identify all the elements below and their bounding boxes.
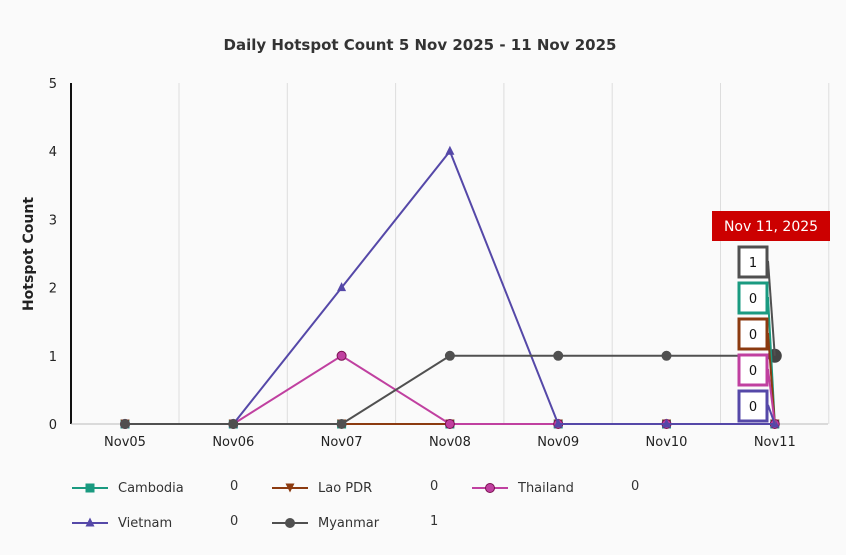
legend-marker-icon: [272, 518, 308, 528]
legend-item-cambodia[interactable]: Cambodia: [72, 478, 184, 498]
tooltip-value: 0: [749, 292, 757, 307]
series-line-myanmar: [125, 354, 775, 425]
tooltip-box: [737, 317, 769, 351]
data-point: [285, 518, 295, 528]
y-tick-label: 3: [49, 213, 57, 228]
legend-marker-icon: [72, 517, 108, 527]
x-tick-label: Nov06: [212, 435, 254, 450]
legend-value: 0: [430, 479, 439, 494]
data-point: [85, 483, 95, 493]
tooltip-box: [737, 353, 769, 387]
tooltip-value: 0: [749, 400, 757, 415]
data-point: [444, 419, 455, 429]
tooltip-value: 0: [749, 328, 757, 343]
legend-value: 0: [230, 479, 239, 494]
data-point: [485, 483, 495, 493]
tooltip-connector: [767, 368, 776, 425]
legend-value: 1: [430, 514, 439, 529]
data-point: [661, 350, 672, 361]
y-tick-label: 0: [49, 418, 57, 433]
x-tick-label: Nov09: [537, 435, 579, 450]
data-point: [120, 419, 130, 429]
legend-label: Myanmar: [318, 515, 380, 531]
legend-marker-icon: [472, 483, 508, 493]
legend-label: Cambodia: [118, 480, 184, 496]
tooltip-box: [737, 245, 769, 279]
legend-item-myanmar[interactable]: Myanmar: [272, 513, 379, 533]
legend-marker-icon: [72, 483, 108, 493]
legend-label: Vietnam: [118, 515, 173, 531]
data-point: [662, 418, 671, 428]
x-tick-label: Nov05: [104, 435, 146, 450]
tooltip-header: [712, 211, 830, 241]
tooltip-box: [737, 389, 769, 423]
legend-label: Thailand: [518, 480, 574, 496]
legend-value: 0: [631, 479, 640, 494]
data-point: [336, 419, 347, 429]
legend-value: 0: [230, 514, 239, 529]
y-tick-label: 5: [49, 77, 57, 92]
data-point: [336, 350, 347, 361]
tooltip-box: [737, 281, 769, 315]
x-tick-label: Nov08: [429, 435, 471, 450]
y-tick-label: 4: [49, 145, 57, 160]
series-line-vietnam: [125, 149, 775, 425]
data-point: [445, 145, 455, 155]
y-tick-label: 1: [49, 350, 57, 365]
tooltip-value: 1: [749, 256, 757, 271]
legend-marker-icon: [272, 483, 308, 493]
data-point: [285, 483, 295, 493]
x-tick-label: Nov11: [754, 435, 796, 450]
data-point: [444, 350, 455, 361]
tooltip-connector: [767, 260, 776, 356]
tooltip-connector: [767, 404, 776, 425]
data-point: [85, 517, 95, 527]
y-axis-label: Hotspot Count: [21, 197, 37, 311]
data-point: [337, 282, 347, 292]
legend-item-lao-pdr[interactable]: Lao PDR: [272, 478, 372, 498]
legend-item-vietnam[interactable]: Vietnam: [72, 513, 172, 533]
x-tick-label: Nov07: [321, 435, 363, 450]
x-tick-label: Nov10: [646, 435, 688, 450]
data-point: [553, 418, 563, 428]
data-point: [228, 419, 239, 429]
legend-label: Lao PDR: [318, 480, 373, 496]
legend-item-thailand[interactable]: Thailand: [472, 478, 574, 498]
tooltip-date: Nov 11, 2025: [724, 219, 818, 235]
tooltip-value: 0: [749, 364, 757, 379]
y-tick-label: 2: [49, 282, 57, 297]
chart-title: Daily Hotspot Count 5 Nov 2025 - 11 Nov …: [224, 36, 617, 54]
series-line-thailand: [125, 354, 775, 425]
data-point: [553, 350, 564, 361]
